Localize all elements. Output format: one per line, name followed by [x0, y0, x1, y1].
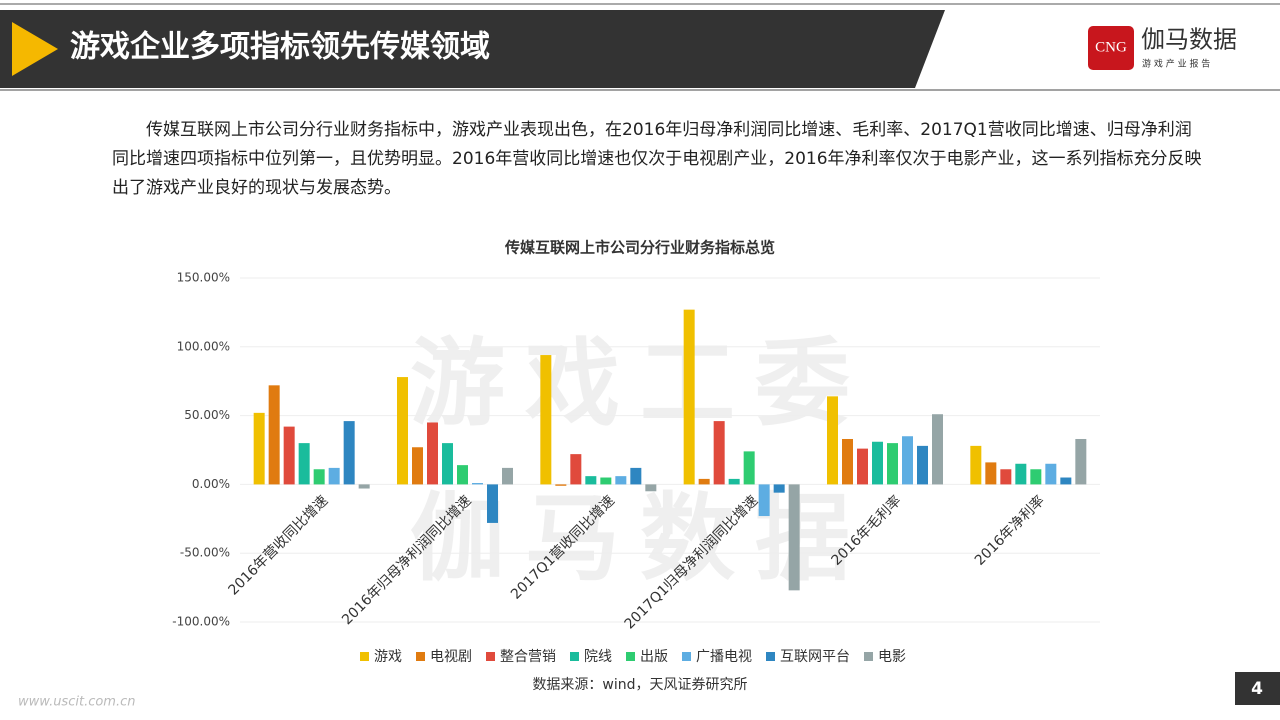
- logo-sub: 游 戏 产 业 报 告: [1142, 58, 1210, 70]
- page-number-box: [1235, 672, 1280, 705]
- bar: [970, 445, 982, 485]
- header-arrow: [12, 22, 58, 76]
- header-title: 游戏企业多项指标领先传媒领域: [70, 30, 490, 65]
- legend-label: 出版: [640, 649, 668, 665]
- bar: [283, 426, 295, 485]
- y-tick-label: 150.00%: [177, 271, 230, 285]
- page-number: 4: [1251, 679, 1263, 699]
- bar: [343, 421, 355, 485]
- legend-label: 互联网平台: [780, 649, 850, 665]
- header-band: [0, 10, 945, 88]
- bar: [358, 484, 370, 489]
- bar: [758, 484, 770, 517]
- legend-swatch: [682, 652, 691, 661]
- bar: [253, 412, 265, 485]
- legend-swatch: [360, 652, 369, 661]
- legend-swatch: [766, 652, 775, 661]
- bar: [298, 443, 310, 485]
- bar: [1000, 469, 1012, 485]
- bar: [645, 484, 657, 492]
- bar: [827, 396, 838, 485]
- legend-label: 院线: [584, 649, 612, 665]
- bar: [683, 309, 695, 485]
- bar: [1030, 469, 1042, 485]
- bar: [502, 467, 513, 485]
- bar: [313, 469, 325, 485]
- bar: [872, 441, 883, 485]
- x-tick-label: 2016年营收同比增速: [226, 493, 332, 599]
- bar: [857, 448, 868, 485]
- y-tick-label: 0.00%: [192, 477, 230, 491]
- bar: [472, 483, 483, 485]
- bar: [728, 478, 740, 485]
- legend-swatch: [626, 652, 635, 661]
- bar: [397, 377, 408, 485]
- bar: [985, 462, 997, 485]
- y-tick-label: -100.00%: [172, 615, 230, 629]
- watermark-url: www.uscit.com.cn: [18, 695, 135, 710]
- watermark: 游戏工委: [410, 329, 870, 439]
- bar: [1060, 477, 1072, 485]
- legend-swatch: [486, 652, 495, 661]
- bar: [902, 436, 913, 485]
- bar: [412, 447, 423, 485]
- bar: [1045, 463, 1057, 485]
- bar: [1075, 438, 1087, 485]
- bar: [698, 478, 710, 485]
- watermark: 伽马数据: [410, 484, 870, 594]
- intro-paragraph: 传媒互联网上市公司分行业财务指标中，游戏产业表现出色，在2016年归母净利润同比…: [112, 120, 1202, 198]
- bar: [788, 484, 800, 591]
- bar: [630, 467, 642, 485]
- bar: [555, 484, 567, 486]
- chart-title: 传媒互联网上市公司分行业财务指标总览: [504, 239, 775, 257]
- bar: [442, 443, 453, 485]
- y-tick-label: 100.00%: [177, 339, 230, 353]
- bar: [427, 422, 438, 485]
- bar: [600, 477, 612, 485]
- logo-mark: CNG: [1095, 39, 1127, 55]
- legend-label: 整合营销: [500, 649, 556, 665]
- legend-label: 电影: [878, 649, 906, 665]
- bar: [570, 454, 582, 485]
- legend-swatch: [416, 652, 425, 661]
- x-tick-label: 2016年净利率: [971, 492, 1048, 569]
- legend-swatch: [864, 652, 873, 661]
- bar: [457, 465, 468, 485]
- logo-name: 伽马数据: [1141, 26, 1237, 54]
- legend-label: 电视剧: [430, 649, 472, 665]
- bar: [713, 421, 725, 485]
- bar: [1015, 463, 1027, 485]
- logo-box: [1088, 26, 1134, 70]
- legend-label: 广播电视: [696, 649, 752, 665]
- bar: [268, 385, 280, 485]
- bar: [743, 451, 755, 485]
- bar: [540, 355, 552, 485]
- bar: [585, 476, 597, 485]
- bar: [887, 443, 898, 485]
- bar: [773, 484, 785, 493]
- y-tick-label: 50.00%: [184, 408, 230, 422]
- legend-label: 游戏: [374, 649, 402, 665]
- bar: [842, 438, 853, 485]
- bar: [615, 476, 627, 485]
- y-tick-label: -50.00%: [180, 546, 230, 560]
- bar: [328, 467, 340, 485]
- bar: [932, 414, 943, 485]
- bar: [487, 484, 498, 523]
- source-note: 数据来源：wind，天风证券研究所: [532, 677, 747, 693]
- bar: [917, 445, 928, 485]
- legend-swatch: [570, 652, 579, 661]
